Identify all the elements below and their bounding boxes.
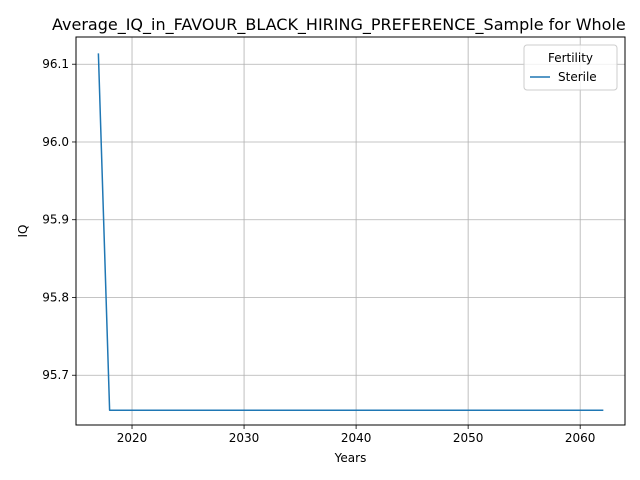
legend-label-sterile: Sterile (558, 70, 597, 84)
series-lines (97, 53, 604, 411)
x-tick-label: 2050 (453, 431, 484, 445)
x-tick-label: 2060 (565, 431, 596, 445)
y-tick-label: 95.9 (42, 213, 69, 227)
series-line-sterile (97, 53, 604, 411)
y-tick-label: 95.7 (42, 368, 69, 382)
x-tick-label: 2030 (229, 431, 260, 445)
x-axis-ticks: 2020 2030 2040 2050 2060 (117, 425, 596, 445)
y-tick-label: 95.8 (42, 290, 69, 304)
y-axis-label: IQ (16, 225, 30, 238)
x-axis-label: Years (334, 451, 367, 465)
x-tick-label: 2040 (341, 431, 372, 445)
legend-box (523, 44, 618, 91)
plot-area (76, 37, 625, 425)
y-axis-ticks: 95.7 95.8 95.9 96.0 96.1 (42, 57, 76, 382)
legend: Fertility Sterile (523, 44, 618, 91)
legend-title: Fertility (548, 51, 593, 65)
plot-frame (75, 36, 626, 426)
y-tick-label: 96.1 (42, 57, 69, 71)
chart-title: Average_IQ_in_FAVOUR_BLACK_HIRING_PREFER… (52, 15, 626, 35)
x-tick-label: 2020 (117, 431, 148, 445)
y-tick-label: 96.0 (42, 135, 69, 149)
